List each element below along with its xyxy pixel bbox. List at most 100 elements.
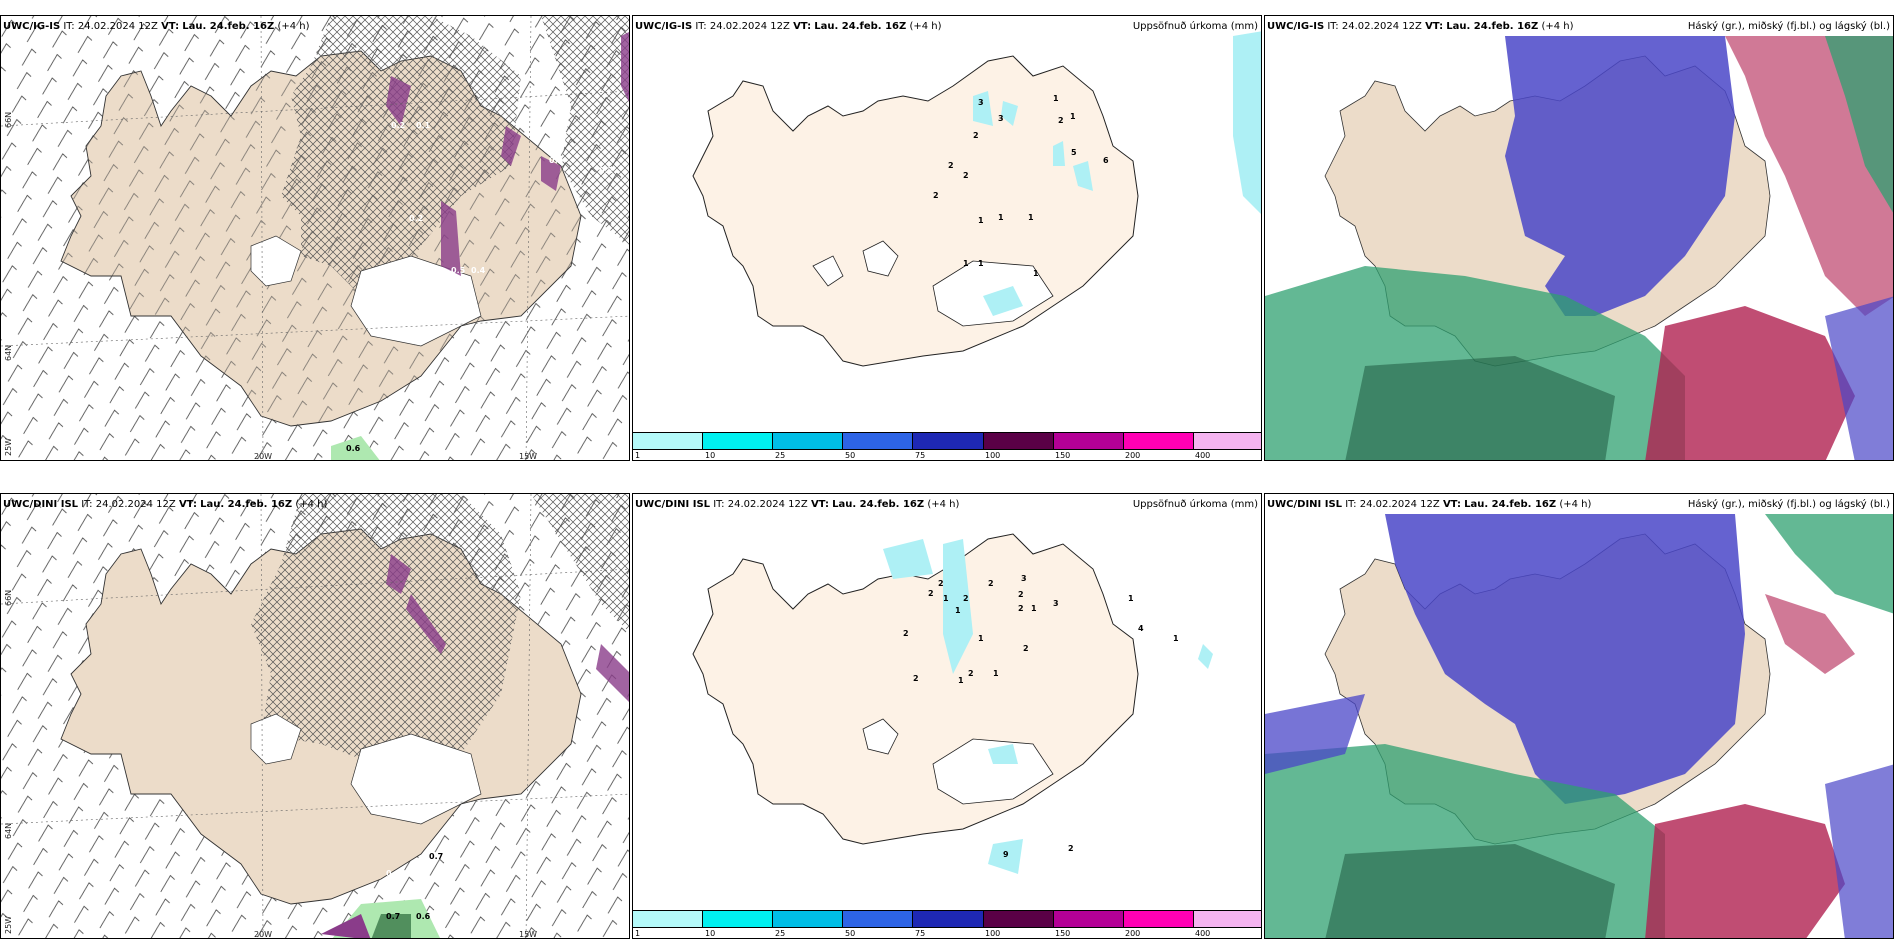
low-cloud-area — [1505, 36, 1735, 316]
value-label: 1 — [955, 606, 961, 615]
cloud-map-canvas — [1265, 16, 1893, 460]
panel-header: UWC/DINI ISL IT: 24.02.2024 12Z VT: Lau.… — [3, 499, 328, 510]
legend-tick-label: 75 — [915, 929, 926, 938]
high-cloud-area — [1825, 36, 1893, 213]
glacier-langjokull — [250, 235, 302, 287]
panel-top-left-wind-map: UWC/IG-IS IT: 24.02.2024 12Z VT: Lau. 24… — [0, 15, 630, 461]
value-label: 3 — [1021, 574, 1027, 583]
lat-label-64: 64N — [4, 822, 13, 839]
lon-label-20: 20W — [254, 452, 273, 461]
panel-title: Háský (gr.), miðský (fj.bl.) og lágský (… — [1687, 499, 1890, 510]
init-time: 24.02.2024 12Z — [95, 499, 176, 510]
valid-time: Lau. 24.feb. 16Z — [832, 499, 925, 510]
panel-bottom-right-cloud-map: UWC/DINI ISL IT: 24.02.2024 12Z VT: Lau.… — [1264, 493, 1894, 939]
precip-color-legend: 1 10 25 50 75 100 150 200 400 — [633, 910, 1261, 938]
lon-label-20: 20W — [254, 930, 273, 939]
hatched-area — [281, 16, 521, 296]
value-label: 0.7 — [429, 852, 444, 861]
value-label: 1 — [978, 216, 984, 225]
high-cloud-area — [1765, 514, 1893, 614]
iceland-landmass — [692, 55, 1139, 367]
valid-time: Lau. 24.feb. 16Z — [814, 21, 907, 32]
panel-header: UWC/IG-IS IT: 24.02.2024 12Z VT: Lau. 24… — [635, 21, 942, 32]
value-label: 1 — [993, 669, 999, 678]
value-label: 1 — [998, 213, 1004, 222]
value-label: 1 — [1028, 213, 1034, 222]
value-label: 2 — [968, 669, 974, 678]
value-label: 9 — [1003, 850, 1009, 859]
panel-top-right-cloud-map: UWC/IG-IS IT: 24.02.2024 12Z VT: Lau. 24… — [1264, 15, 1894, 461]
value-label: 3 — [1053, 599, 1059, 608]
lon-label-25: 25W — [4, 437, 13, 456]
value-label: 0.7 — [386, 912, 401, 921]
value-label: 1 — [958, 676, 964, 685]
legend-swatch — [843, 433, 914, 449]
init-time: 24.02.2024 12Z — [1341, 21, 1422, 32]
value-label: 2 — [933, 191, 939, 200]
model-name: UWC/DINI ISL — [3, 499, 79, 510]
value-label: 2 — [963, 594, 969, 603]
legend-swatch — [843, 911, 914, 927]
legend-tick-label: 200 — [1125, 451, 1141, 460]
value-label: 0.2 — [409, 214, 424, 223]
lon-label-15: 15W — [519, 930, 538, 939]
value-label: 1 — [943, 594, 949, 603]
precip-map-canvas — [692, 533, 1213, 874]
value-label: 0.5 — [451, 266, 466, 275]
value-label: 1 — [978, 634, 984, 643]
cloud-map-canvas — [1265, 494, 1893, 938]
init-time: 24.02.2024 12Z — [77, 21, 158, 32]
value-label: 1 — [1033, 269, 1039, 278]
precip-color-legend: 1 10 25 50 75 100 150 200 400 — [633, 432, 1261, 460]
panel-title: Uppsöfnuð úrkoma (mm) — [1132, 499, 1258, 510]
lon-label-15: 15W — [519, 452, 538, 461]
value-label: 2 — [963, 171, 969, 180]
wind-map-canvas — [1, 16, 629, 460]
wind-map-canvas — [1, 494, 629, 938]
value-label: 2 — [1023, 644, 1029, 653]
legend-swatch — [913, 911, 984, 927]
iceland-landmass — [692, 533, 1139, 845]
valid-time: Lau. 24.feb. 16Z — [182, 21, 275, 32]
legend-swatch — [703, 433, 774, 449]
value-label: 2 — [903, 629, 909, 638]
panel-bottom-mid-precip-map: UWC/DINI ISL IT: 24.02.2024 12Z VT: Lau.… — [632, 493, 1262, 939]
value-label: 4 — [1138, 624, 1144, 633]
model-name: UWC/IG-IS — [635, 21, 693, 32]
legend-tick-label: 150 — [1055, 451, 1071, 460]
valid-time: Lau. 24.feb. 16Z — [200, 499, 293, 510]
panel-header: UWC/DINI ISL IT: 24.02.2024 12Z VT: Lau.… — [1267, 499, 1592, 510]
model-name: UWC/IG-IS — [1267, 21, 1325, 32]
legend-tick-label: 400 — [1195, 929, 1211, 938]
legend-tick-label: 25 — [775, 929, 786, 938]
glacier-langjokull — [862, 240, 899, 277]
legend-tick-label: 100 — [985, 451, 1001, 460]
legend-tick-label: 1 — [635, 929, 641, 938]
legend-tick-label: 25 — [775, 451, 786, 460]
low-cloud-area — [1825, 296, 1893, 460]
value-label: 1 — [1053, 94, 1059, 103]
lon-label-25: 25W — [4, 915, 13, 934]
model-name: UWC/IG-IS — [3, 21, 61, 32]
value-label: 0.2 — [599, 166, 614, 175]
lat-label-66: 66N — [4, 111, 13, 128]
panel-header: UWC/IG-IS IT: 24.02.2024 12Z VT: Lau. 24… — [1267, 21, 1574, 32]
legend-swatch — [703, 911, 774, 927]
lead-time: (+4 h) — [927, 499, 960, 510]
value-label: 2 — [973, 131, 979, 140]
lat-label-64: 64N — [4, 344, 13, 361]
precip-area-sea — [1233, 31, 1261, 214]
valid-time: Lau. 24.feb. 16Z — [1446, 21, 1539, 32]
panel-top-mid-precip-map: UWC/IG-IS IT: 24.02.2024 12Z VT: Lau. 24… — [632, 15, 1262, 461]
value-label: 2 — [938, 579, 944, 588]
legend-tick-label: 75 — [915, 451, 926, 460]
value-label: 2 — [1018, 604, 1024, 613]
value-label: 2 — [928, 589, 934, 598]
lead-time: (+4 h) — [1559, 499, 1592, 510]
value-label: 3 — [978, 98, 984, 107]
value-label: 1 — [1128, 594, 1134, 603]
legend-swatch — [983, 433, 1054, 449]
value-label: 1 — [978, 259, 984, 268]
lead-time: (+4 h) — [909, 21, 942, 32]
lead-time: (+4 h) — [277, 21, 310, 32]
